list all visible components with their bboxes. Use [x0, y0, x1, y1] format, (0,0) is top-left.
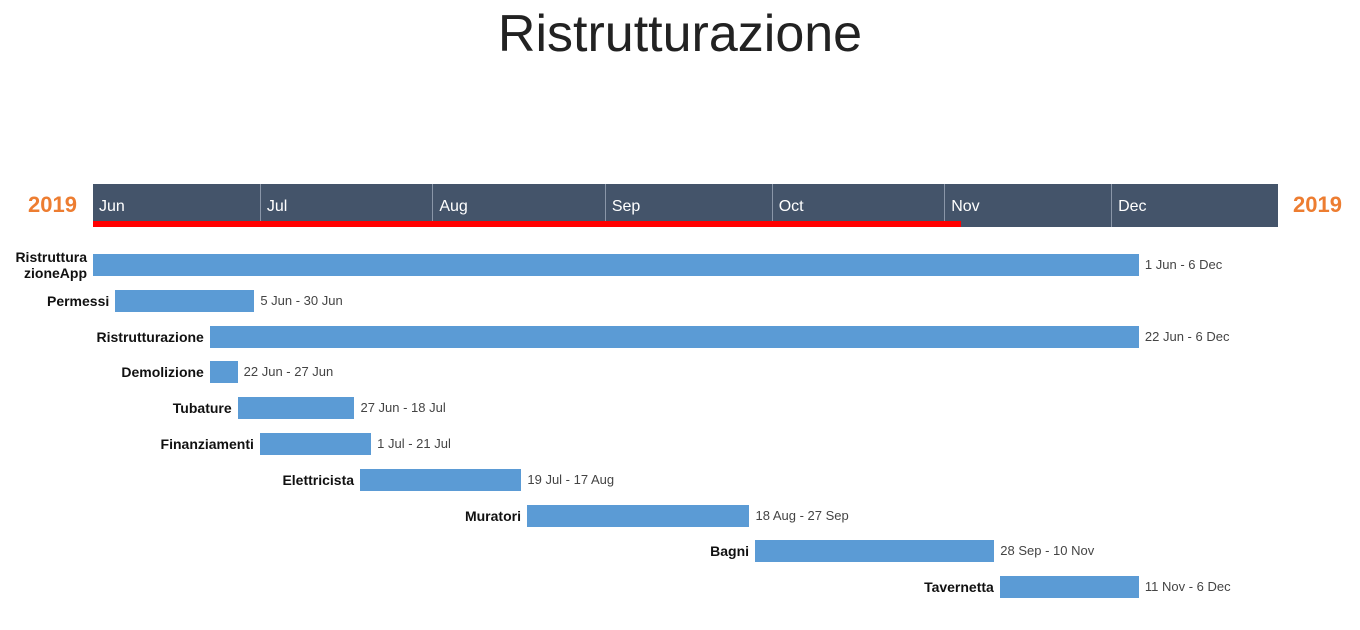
month-label-dec: Dec [1111, 184, 1278, 227]
task-bar[interactable] [360, 469, 521, 491]
task-date-range: 1 Jul - 21 Jul [377, 433, 451, 455]
task-label: Demolizione [121, 364, 203, 380]
task-bar[interactable] [238, 397, 355, 419]
task-label: Tubature [173, 400, 232, 416]
task-bar[interactable] [527, 505, 750, 527]
year-label-left: 2019 [28, 192, 77, 218]
task-date-range: 27 Jun - 18 Jul [360, 397, 445, 419]
task-date-range: 11 Nov - 6 Dec [1145, 576, 1231, 598]
task-date-range: 19 Jul - 17 Aug [527, 469, 614, 491]
task-date-range: 28 Sep - 10 Nov [1000, 540, 1094, 562]
task-label: Tavernetta [924, 579, 994, 595]
task-date-range: 1 Jun - 6 Dec [1145, 254, 1222, 276]
task-date-range: 5 Jun - 30 Jun [260, 290, 342, 312]
task-label: Ristruttura zioneApp [15, 249, 87, 281]
task-bar[interactable] [115, 290, 254, 312]
task-bar[interactable] [260, 433, 371, 455]
task-label: Permessi [47, 293, 109, 309]
month-label-nov: Nov [944, 184, 1111, 227]
task-bar[interactable] [210, 326, 1139, 348]
task-label: Muratori [465, 508, 521, 524]
task-label: Ristrutturazione [97, 329, 204, 345]
task-date-range: 18 Aug - 27 Sep [755, 505, 848, 527]
task-date-range: 22 Jun - 27 Jun [244, 361, 334, 383]
task-bar[interactable] [1000, 576, 1139, 598]
task-label: Bagni [710, 543, 749, 559]
task-bar[interactable] [210, 361, 238, 383]
progress-line [93, 221, 961, 227]
task-label: Elettricista [282, 472, 354, 488]
task-bar[interactable] [93, 254, 1139, 276]
task-label: Finanziamenti [161, 436, 254, 452]
task-bar[interactable] [755, 540, 994, 562]
year-label-right: 2019 [1293, 192, 1342, 218]
chart-title: Ristrutturazione [0, 4, 1360, 64]
task-date-range: 22 Jun - 6 Dec [1145, 326, 1230, 348]
